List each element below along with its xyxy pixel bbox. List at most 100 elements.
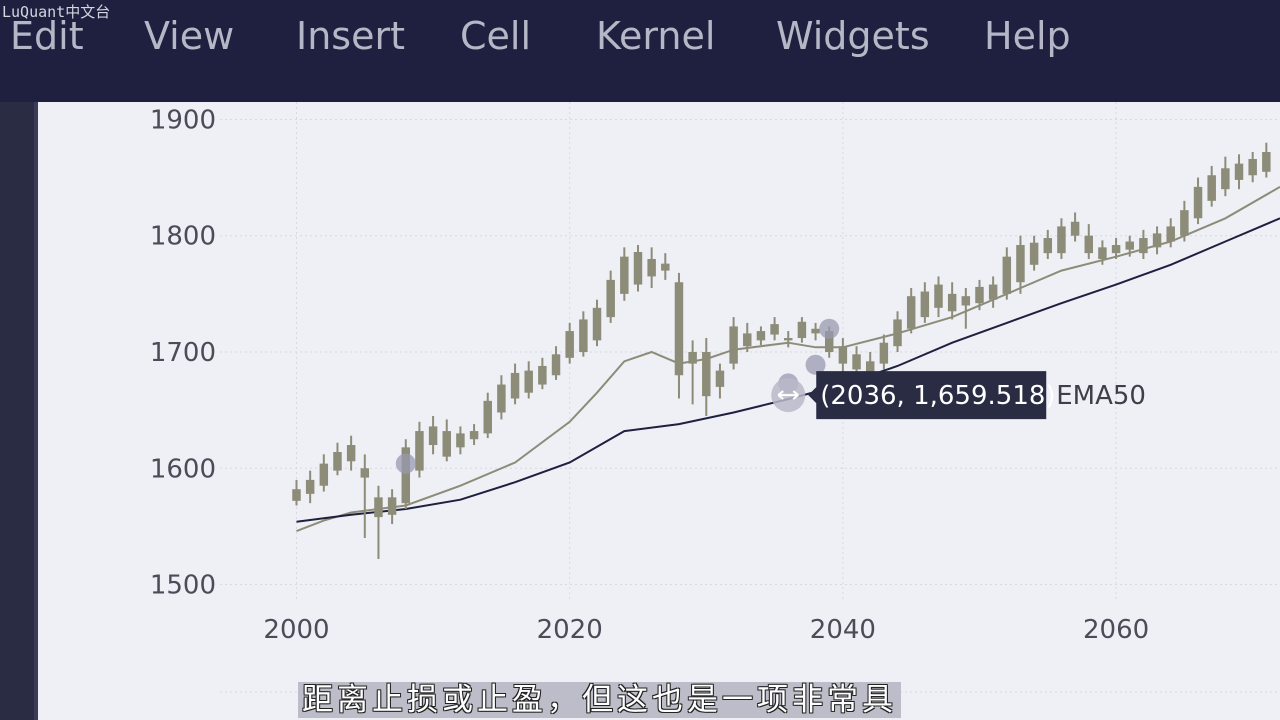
candle[interactable] xyxy=(975,279,984,311)
candle[interactable] xyxy=(1125,235,1134,257)
candle[interactable] xyxy=(906,288,916,334)
candle[interactable] xyxy=(1221,156,1230,197)
candle[interactable] xyxy=(551,346,561,380)
candle-body xyxy=(688,352,697,364)
candle-body xyxy=(305,479,315,494)
candle[interactable] xyxy=(934,276,943,318)
candle[interactable] xyxy=(387,489,397,525)
candle[interactable] xyxy=(606,270,615,323)
candle[interactable] xyxy=(961,288,971,329)
candle[interactable] xyxy=(1193,177,1203,225)
candle[interactable] xyxy=(893,311,902,352)
candle[interactable] xyxy=(811,322,820,341)
candle[interactable] xyxy=(1002,247,1012,300)
candle[interactable] xyxy=(715,363,725,399)
candle-body xyxy=(442,431,451,457)
candle[interactable] xyxy=(661,253,670,280)
x-tick-label: 2020 xyxy=(537,615,603,645)
menu-view[interactable]: View xyxy=(144,14,235,58)
candle[interactable] xyxy=(947,282,957,320)
candle[interactable] xyxy=(565,322,574,364)
candle[interactable] xyxy=(524,361,533,399)
candle[interactable] xyxy=(647,247,656,289)
ema-fast-line xyxy=(296,186,1280,533)
candle[interactable] xyxy=(374,485,383,559)
candle[interactable] xyxy=(988,276,998,308)
candle[interactable] xyxy=(333,442,342,476)
candle[interactable] xyxy=(1234,154,1244,190)
candle[interactable] xyxy=(879,334,889,370)
candle[interactable] xyxy=(633,245,643,292)
candlestick-chart[interactable]: 1500 1600 1700 1800 1900 2000 2020 2040 2060 (2… xyxy=(38,102,1280,720)
candle-body xyxy=(1234,163,1244,180)
menu-edit[interactable]: Edit xyxy=(10,14,84,58)
candle[interactable] xyxy=(346,435,356,471)
candle[interactable] xyxy=(1016,235,1025,294)
candle[interactable] xyxy=(688,340,697,405)
candle[interactable] xyxy=(305,470,315,504)
menu-insert[interactable]: Insert xyxy=(296,14,405,58)
candle[interactable] xyxy=(1180,200,1189,242)
candle[interactable] xyxy=(1207,165,1216,207)
candle[interactable] xyxy=(1057,218,1066,259)
signal-marker[interactable] xyxy=(819,318,840,339)
candle[interactable] xyxy=(592,299,602,347)
candle[interactable] xyxy=(415,421,424,478)
candle-body xyxy=(1262,152,1271,172)
candle[interactable] xyxy=(538,357,547,390)
candle-body xyxy=(428,426,438,446)
candle[interactable] xyxy=(797,317,807,343)
candle[interactable] xyxy=(770,317,779,341)
candle-body xyxy=(538,365,547,385)
candle[interactable] xyxy=(1111,238,1121,259)
candle[interactable] xyxy=(920,282,930,323)
candle[interactable] xyxy=(428,415,438,455)
candle-body xyxy=(497,384,506,413)
candle-body xyxy=(661,263,670,271)
candle[interactable] xyxy=(483,392,492,439)
menu-kernel[interactable]: Kernel xyxy=(596,14,716,58)
candle[interactable] xyxy=(1084,224,1093,259)
candle[interactable] xyxy=(702,338,711,416)
candle[interactable] xyxy=(756,326,766,346)
candle-body xyxy=(756,331,766,341)
candle[interactable] xyxy=(442,419,451,462)
candle[interactable] xyxy=(401,439,411,509)
candle[interactable] xyxy=(743,322,752,352)
candle-body xyxy=(1016,245,1025,283)
menu-widgets[interactable]: Widgets xyxy=(776,14,930,58)
candle[interactable] xyxy=(1166,218,1175,248)
candle[interactable] xyxy=(1152,226,1162,255)
candle-body xyxy=(1029,242,1039,265)
candle[interactable] xyxy=(319,454,329,492)
candle[interactable] xyxy=(1070,212,1080,242)
candle[interactable] xyxy=(510,363,520,405)
menu-help[interactable]: Help xyxy=(984,14,1071,58)
candle[interactable] xyxy=(1139,229,1148,259)
signal-marker[interactable] xyxy=(805,354,826,375)
candle[interactable] xyxy=(360,454,370,539)
ew-resize-cursor-icon xyxy=(777,390,799,400)
candle[interactable] xyxy=(469,424,479,446)
candle[interactable] xyxy=(579,311,588,357)
candle[interactable] xyxy=(292,479,301,506)
candle[interactable] xyxy=(1098,240,1107,265)
signal-marker[interactable] xyxy=(395,453,416,474)
chart-container[interactable]: 1500 1600 1700 1800 1900 2000 2020 2040 2060 (2… xyxy=(38,102,1280,720)
candle[interactable] xyxy=(674,272,684,399)
candle-body xyxy=(1139,238,1148,254)
candle[interactable] xyxy=(620,247,629,301)
candle[interactable] xyxy=(729,317,738,370)
menu-bar: LuQuant中文台 Edit View Insert Cell Kernel … xyxy=(0,0,1280,102)
candle[interactable] xyxy=(784,331,793,348)
candle-body xyxy=(715,370,725,387)
menu-cell[interactable]: Cell xyxy=(460,14,532,58)
candle[interactable] xyxy=(497,375,506,420)
candle[interactable] xyxy=(1029,235,1039,271)
candle[interactable] xyxy=(1248,152,1257,183)
candle[interactable] xyxy=(456,426,465,455)
candle[interactable] xyxy=(1262,142,1271,178)
hover-tooltip-series: EMA50 xyxy=(1056,381,1146,411)
candle[interactable] xyxy=(1043,229,1053,259)
candle-body xyxy=(1084,235,1093,254)
